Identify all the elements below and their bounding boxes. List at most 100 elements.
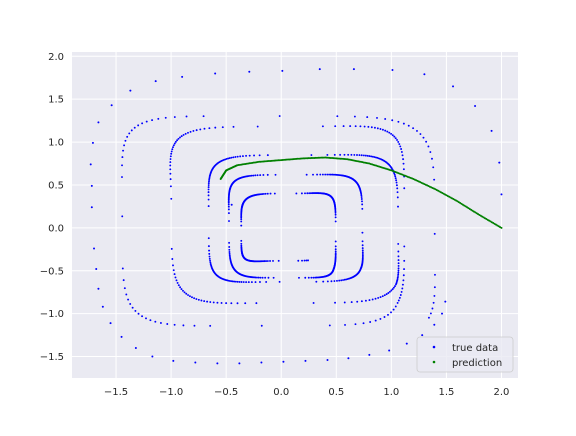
- data-point-true: [89, 163, 92, 166]
- data-point-true: [387, 292, 390, 294]
- data-point-true: [305, 259, 308, 262]
- x-axis-ticks: −1.5 −1.0 −0.5 0.0 0.5 1.0 1.5 2.0: [104, 387, 510, 398]
- data-point-true: [434, 273, 436, 276]
- data-point-true: [230, 156, 233, 159]
- data-point-true: [253, 276, 256, 279]
- data-point-true: [431, 157, 433, 160]
- data-point-true: [334, 255, 337, 257]
- data-point-true: [230, 280, 233, 283]
- data-point-true: [370, 126, 373, 129]
- data-point-true: [228, 248, 231, 251]
- data-point-true: [383, 294, 386, 297]
- data-point-true: [362, 154, 365, 157]
- data-point-true: [397, 275, 399, 277]
- data-point-true: [343, 278, 346, 281]
- data-point-true: [332, 173, 335, 176]
- data-point-true: [367, 125, 370, 128]
- data-point-true: [234, 280, 237, 283]
- data-point-true: [395, 181, 398, 184]
- data-point-true: [262, 174, 265, 176]
- data-point-true: [208, 177, 211, 180]
- data-point-true: [433, 178, 436, 181]
- data-point-true: [419, 133, 422, 136]
- data-point-true: [379, 317, 382, 320]
- data-point-true: [236, 280, 239, 283]
- data-point-true: [373, 156, 376, 159]
- data-point-true: [157, 117, 160, 120]
- data-point-true: [95, 268, 98, 271]
- series-true-data: [89, 68, 503, 365]
- data-point-true: [172, 269, 175, 272]
- data-point-true: [398, 143, 401, 145]
- data-point-true: [295, 192, 298, 195]
- data-point-true: [93, 247, 96, 250]
- data-point-true: [172, 146, 174, 149]
- data-point-true: [227, 208, 230, 211]
- data-point-true: [350, 153, 353, 156]
- data-point-true: [374, 319, 377, 322]
- data-point-true: [145, 120, 148, 123]
- data-point-true: [388, 349, 391, 352]
- data-point-true: [303, 259, 306, 262]
- data-point-true: [240, 239, 243, 242]
- data-point-true: [452, 85, 455, 88]
- data-point-true: [312, 302, 315, 304]
- data-point-true: [239, 155, 242, 158]
- data-point-true: [250, 281, 253, 284]
- data-point-true: [195, 129, 198, 132]
- data-point-true: [141, 315, 144, 318]
- data-point-true: [227, 212, 230, 215]
- data-point-true: [129, 303, 132, 305]
- y-tick-label: −0.5: [40, 266, 64, 277]
- data-point-true: [203, 127, 206, 130]
- data-point-true: [244, 302, 247, 305]
- data-point-true: [343, 301, 346, 304]
- data-point-true: [331, 173, 334, 176]
- data-point-true: [174, 140, 177, 143]
- data-point-true: [401, 154, 404, 157]
- data-point-true: [123, 144, 126, 147]
- data-point-true: [207, 245, 210, 248]
- data-point-true: [429, 312, 432, 315]
- data-point-true: [208, 249, 211, 252]
- data-point-true: [256, 174, 259, 177]
- data-point-true: [264, 192, 267, 195]
- data-point-true: [306, 192, 309, 195]
- data-point-true: [399, 294, 402, 296]
- data-point-true: [269, 260, 271, 262]
- data-point-true: [384, 118, 387, 120]
- data-point-true: [342, 279, 344, 281]
- data-point-true: [361, 200, 363, 203]
- data-point-true: [353, 115, 356, 118]
- data-point-true: [361, 203, 364, 206]
- data-point-true: [333, 280, 336, 283]
- data-point-true: [441, 312, 444, 315]
- data-point-true: [208, 257, 211, 260]
- data-point-true: [228, 220, 230, 222]
- data-point-true: [264, 276, 267, 279]
- data-point-true: [177, 137, 180, 140]
- data-point-true: [169, 172, 172, 175]
- data-point-true: [400, 148, 403, 150]
- legend-marker-true-data: [432, 345, 436, 349]
- data-point-true: [362, 322, 365, 325]
- data-point-true: [330, 280, 333, 283]
- data-point-true: [252, 174, 255, 177]
- data-point-true: [91, 141, 94, 144]
- data-point-true: [199, 128, 202, 131]
- plot-area: [72, 52, 518, 378]
- data-point-true: [421, 334, 424, 337]
- data-point-true: [238, 280, 241, 283]
- data-point-true: [262, 192, 265, 195]
- data-point-true: [175, 279, 178, 282]
- data-point-true: [396, 278, 399, 281]
- data-point-true: [329, 173, 332, 176]
- data-point-true: [344, 323, 346, 326]
- data-point-true: [326, 358, 329, 361]
- data-point-true: [361, 254, 364, 257]
- data-point-true: [259, 276, 262, 279]
- data-point-true: [363, 125, 366, 128]
- data-point-true: [429, 151, 432, 153]
- data-point-true: [170, 247, 173, 250]
- data-point-true: [490, 129, 493, 132]
